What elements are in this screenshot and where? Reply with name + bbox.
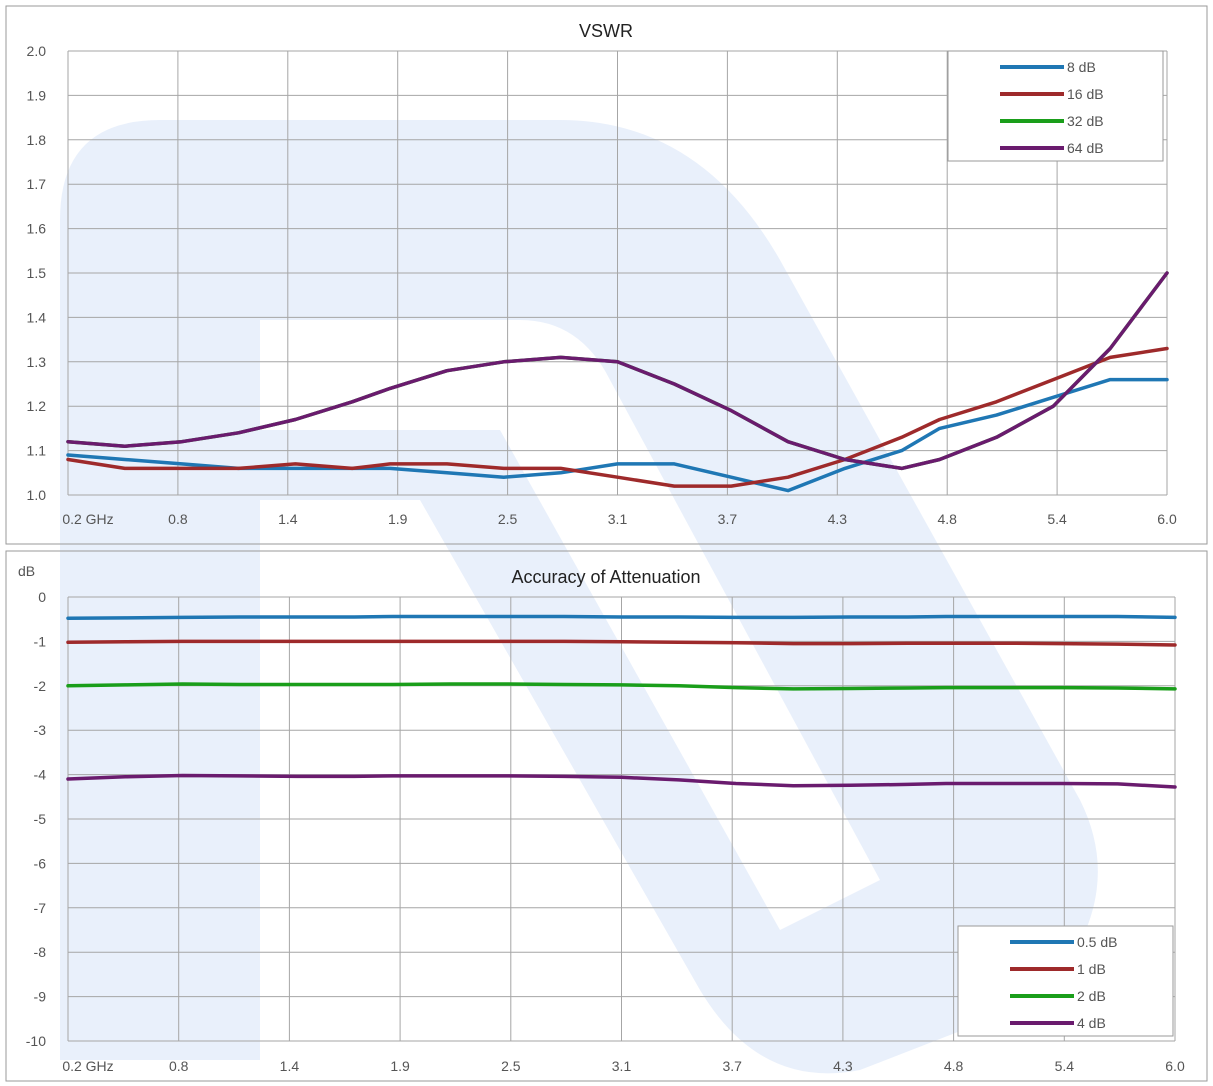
y-tick-label: 0 — [38, 589, 46, 605]
x-tick-label: 4.8 — [944, 1058, 964, 1074]
x-tick-label: 2.5 — [501, 1058, 521, 1074]
legend-label: 2 dB — [1077, 988, 1106, 1004]
x-tick-label: 3.7 — [718, 511, 738, 527]
series-line-2 — [66, 346, 1169, 488]
series-line-4 — [66, 773, 1177, 789]
series-line-4 — [66, 271, 1169, 471]
x-tick-label: 5.4 — [1047, 511, 1067, 527]
x-tick-label: 1.4 — [280, 1058, 300, 1074]
y-tick-label: 1.3 — [27, 354, 47, 370]
y-tick-label: -1 — [34, 633, 47, 649]
y-tick-label: -8 — [34, 944, 47, 960]
y-tick-label: -6 — [34, 855, 47, 871]
x-tick-label: 4.8 — [937, 511, 957, 527]
y-tick-label: 1.4 — [27, 309, 47, 325]
vswr-legend: 8 dB 16 dB 32 dB 64 dB — [947, 50, 1164, 162]
legend-label: 1 dB — [1077, 961, 1106, 977]
x-tick-label: 6.0 — [1157, 511, 1177, 527]
x-tick-label: 5.4 — [1055, 1058, 1075, 1074]
vswr-chart-title: VSWR — [579, 21, 633, 41]
x-tick-label: 0.8 — [169, 1058, 189, 1074]
x-tick-label: 1.4 — [278, 511, 298, 527]
x-tick-label: 3.1 — [608, 511, 628, 527]
vswr-chart-frame — [5, 5, 1208, 545]
legend-label: 64 dB — [1067, 140, 1104, 156]
y-tick-label: 1.1 — [27, 443, 47, 459]
x-tick-label: 4.3 — [833, 1058, 853, 1074]
y-tick-label: -5 — [34, 811, 47, 827]
x-tick-label: 3.7 — [722, 1058, 742, 1074]
y-tick-label: 1.5 — [27, 265, 47, 281]
legend-label: 16 dB — [1067, 86, 1104, 102]
series-line-1 — [66, 614, 1177, 621]
x-tick-label: 3.1 — [612, 1058, 632, 1074]
x-tick-label: 0.8 — [168, 511, 188, 527]
y-tick-label: 1.6 — [27, 221, 47, 237]
y-tick-label: -2 — [34, 678, 47, 694]
x-tick-label: 6.0 — [1165, 1058, 1185, 1074]
y-tick-label: 2.0 — [27, 43, 47, 59]
legend-box — [947, 50, 1164, 162]
x-tick-label: 0.2 GHz — [62, 511, 113, 527]
y-tick-label: 1.7 — [27, 176, 47, 192]
x-tick-label: 1.9 — [388, 511, 408, 527]
y-tick-label: -10 — [26, 1033, 46, 1049]
x-tick-label: 1.9 — [390, 1058, 410, 1074]
vswr-y-ticks: 1.0 1.1 1.2 1.3 1.4 1.5 1.6 1.7 1.8 1.9 2.0 — [27, 43, 47, 503]
y-tick-label: 1.0 — [27, 487, 47, 503]
y-tick-label: 1.8 — [27, 132, 47, 148]
vswr-chart: VSWR 1.0 1.1 1.2 1.3 1.4 1.5 1.6 1.7 1.8 1.9 2.0 0… — [5, 5, 1208, 545]
y-tick-label: -7 — [34, 900, 47, 916]
x-tick-label: 0.2 GHz — [62, 1058, 113, 1074]
y-tick-label: 1.2 — [27, 398, 47, 414]
y-tick-label: -4 — [34, 767, 47, 783]
attenuation-series — [66, 614, 1177, 789]
y-tick-label: 1.9 — [27, 87, 47, 103]
y-tick-label: -3 — [34, 722, 47, 738]
attenuation-x-ticks: 0.2 GHz 0.8 1.4 1.9 2.5 3.1 3.7 4.3 4.8 5.4 6.0 — [62, 1058, 1185, 1074]
legend-label: 0.5 dB — [1077, 934, 1117, 950]
vswr-series — [66, 271, 1169, 493]
attenuation-chart-title: Accuracy of Attenuation — [511, 567, 700, 587]
attenuation-chart-frame — [5, 550, 1208, 1082]
x-tick-label: 2.5 — [498, 511, 518, 527]
legend-label: 32 dB — [1067, 113, 1104, 129]
legend-label: 8 dB — [1067, 59, 1096, 75]
series-line-3 — [66, 682, 1177, 691]
x-tick-label: 4.3 — [828, 511, 848, 527]
vswr-x-ticks: 0.2 GHz 0.8 1.4 1.9 2.5 3.1 3.7 4.3 4.8 5.4 6.0 — [62, 511, 1177, 527]
legend-label: 4 dB — [1077, 1015, 1106, 1031]
series-line-2 — [66, 639, 1177, 647]
attenuation-chart: Accuracy of Attenuation dB 0 -1 -2 -3 -4 -5 -6… — [5, 550, 1208, 1082]
y-tick-label: -9 — [34, 989, 47, 1005]
attenuation-y-ticks: 0 -1 -2 -3 -4 -5 -6 -7 -8 -9 -10 — [26, 589, 46, 1049]
attenuation-legend: 0.5 dB 1 dB 2 dB 4 dB — [957, 925, 1174, 1037]
legend-box — [957, 925, 1174, 1037]
attenuation-y-axis-label: dB — [18, 563, 35, 579]
